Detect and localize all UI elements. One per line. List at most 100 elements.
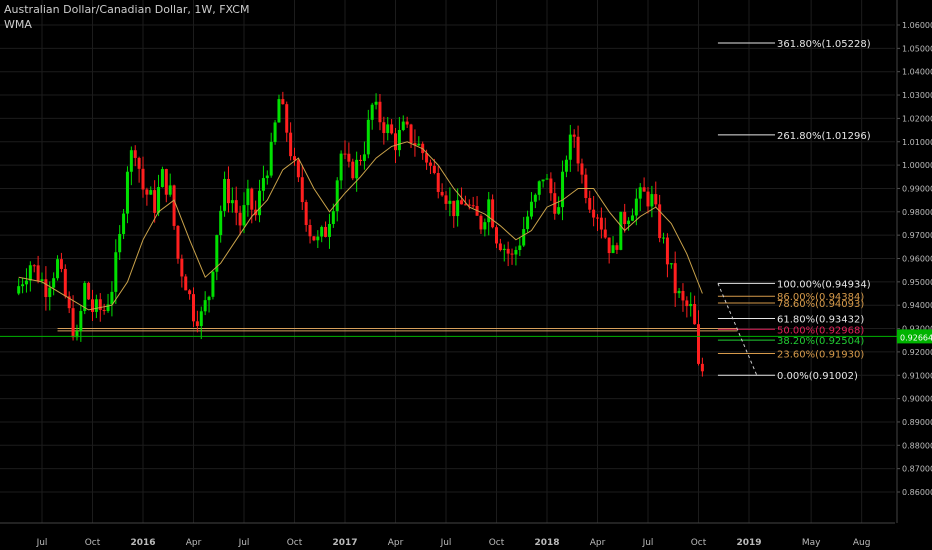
candle-body (592, 209, 596, 218)
candle-body (378, 101, 382, 123)
candle-body (599, 217, 603, 230)
candle-body (44, 279, 48, 298)
candle-body (211, 271, 215, 297)
y-axis-tick-label: 0.94000 (902, 301, 932, 310)
candle-body (514, 249, 518, 255)
fib-level-label: 50.00%(0.92968) (777, 325, 864, 336)
candle-body (386, 124, 390, 134)
y-axis-tick-label: 0.98000 (902, 208, 932, 217)
candle-body (157, 187, 161, 213)
candle-body (359, 159, 363, 161)
candle-body (94, 299, 98, 312)
candle-body (277, 99, 281, 123)
candle-body (335, 180, 339, 212)
candle-body (192, 294, 195, 322)
candle-body (537, 181, 541, 195)
candle-body (59, 259, 63, 269)
last-price-label: 0.92664 (900, 333, 932, 342)
candle-body (545, 178, 549, 180)
candle-body (293, 156, 296, 161)
candle-body (79, 310, 83, 332)
y-axis-tick-label: 0.89000 (902, 418, 932, 427)
candle-body (432, 165, 436, 174)
y-axis-tick-label: 0.95000 (902, 278, 932, 287)
candle-body (71, 308, 75, 338)
x-axis-tick-label: Apr (590, 538, 606, 548)
candle-body (697, 324, 700, 364)
candle-body (24, 280, 28, 285)
candle-body (471, 205, 475, 207)
candle-body (627, 220, 631, 225)
candle-body (304, 202, 308, 225)
candle-body (56, 259, 60, 279)
candle-body (343, 153, 347, 155)
candle-body (568, 134, 572, 160)
candle-body (452, 200, 456, 217)
candle-body (347, 153, 351, 162)
candle-body (63, 268, 67, 297)
candle-body (106, 304, 110, 312)
candle-body (351, 161, 355, 179)
x-axis-tick-label: 2018 (534, 538, 559, 548)
candle-body (382, 122, 386, 134)
candle-body (172, 185, 176, 226)
y-axis-tick-label: 1.03000 (902, 91, 932, 100)
candle-body (91, 299, 94, 312)
candle-body (230, 200, 234, 204)
candle-body (87, 282, 91, 300)
candle-body (444, 195, 448, 204)
candle-body (242, 205, 246, 226)
y-axis-tick-label: 0.96000 (902, 255, 932, 264)
x-axis-tick-label: Oct (489, 538, 505, 548)
candle-body (366, 119, 370, 155)
y-axis-tick-label: 0.91000 (902, 371, 932, 380)
candle-body (506, 248, 510, 254)
candle-body (223, 178, 227, 211)
x-axis-tick-label: Oct (85, 538, 101, 548)
x-axis-tick-label: Jul (238, 538, 250, 548)
candle-body (440, 191, 444, 196)
y-axis-tick-label: 0.90000 (902, 395, 932, 404)
candle-body (394, 133, 397, 151)
fib-level-label: 78.60%(0.94093) (777, 299, 864, 310)
candle-body (491, 199, 495, 228)
y-axis-tick-label: 1.02000 (902, 114, 932, 123)
candle-body (669, 263, 673, 265)
candle-body (141, 168, 145, 190)
candle-body (67, 296, 71, 309)
candle-body (289, 132, 293, 157)
candle-body (153, 190, 157, 213)
candle-body (654, 194, 658, 205)
candle-body (199, 311, 203, 327)
candle-body (700, 363, 704, 372)
candle-body (285, 104, 289, 133)
candle-body (370, 104, 374, 120)
y-axis-tick-label: 0.93000 (902, 325, 932, 334)
candle-body (114, 252, 118, 292)
candle-body (467, 204, 471, 206)
fib-level-label: 23.60%(0.91930) (777, 350, 864, 361)
candle-body (448, 200, 452, 204)
candle-body (246, 188, 250, 206)
candle-body (463, 204, 467, 206)
fib-trend-line[interactable] (717, 283, 758, 376)
candle-body (17, 286, 21, 294)
indicator-label[interactable]: WMA (4, 18, 32, 31)
candle-body (308, 224, 312, 237)
candle-body (331, 211, 335, 225)
candle-body (409, 124, 413, 144)
candle-body (32, 265, 36, 267)
y-axis-tick-label: 0.87000 (902, 465, 932, 474)
y-axis-tick-label: 1.04000 (902, 68, 932, 77)
candle-body (413, 143, 417, 146)
fib-level-label: 86.00%(0.94384) (777, 292, 864, 303)
x-axis-tick-label: Apr (186, 538, 202, 548)
x-axis-tick-label: 2019 (736, 538, 761, 548)
candle-body (296, 160, 300, 178)
wma-line[interactable] (18, 141, 703, 311)
candle-body (40, 279, 44, 282)
fib-level-label: 100.00%(0.94934) (777, 279, 871, 290)
